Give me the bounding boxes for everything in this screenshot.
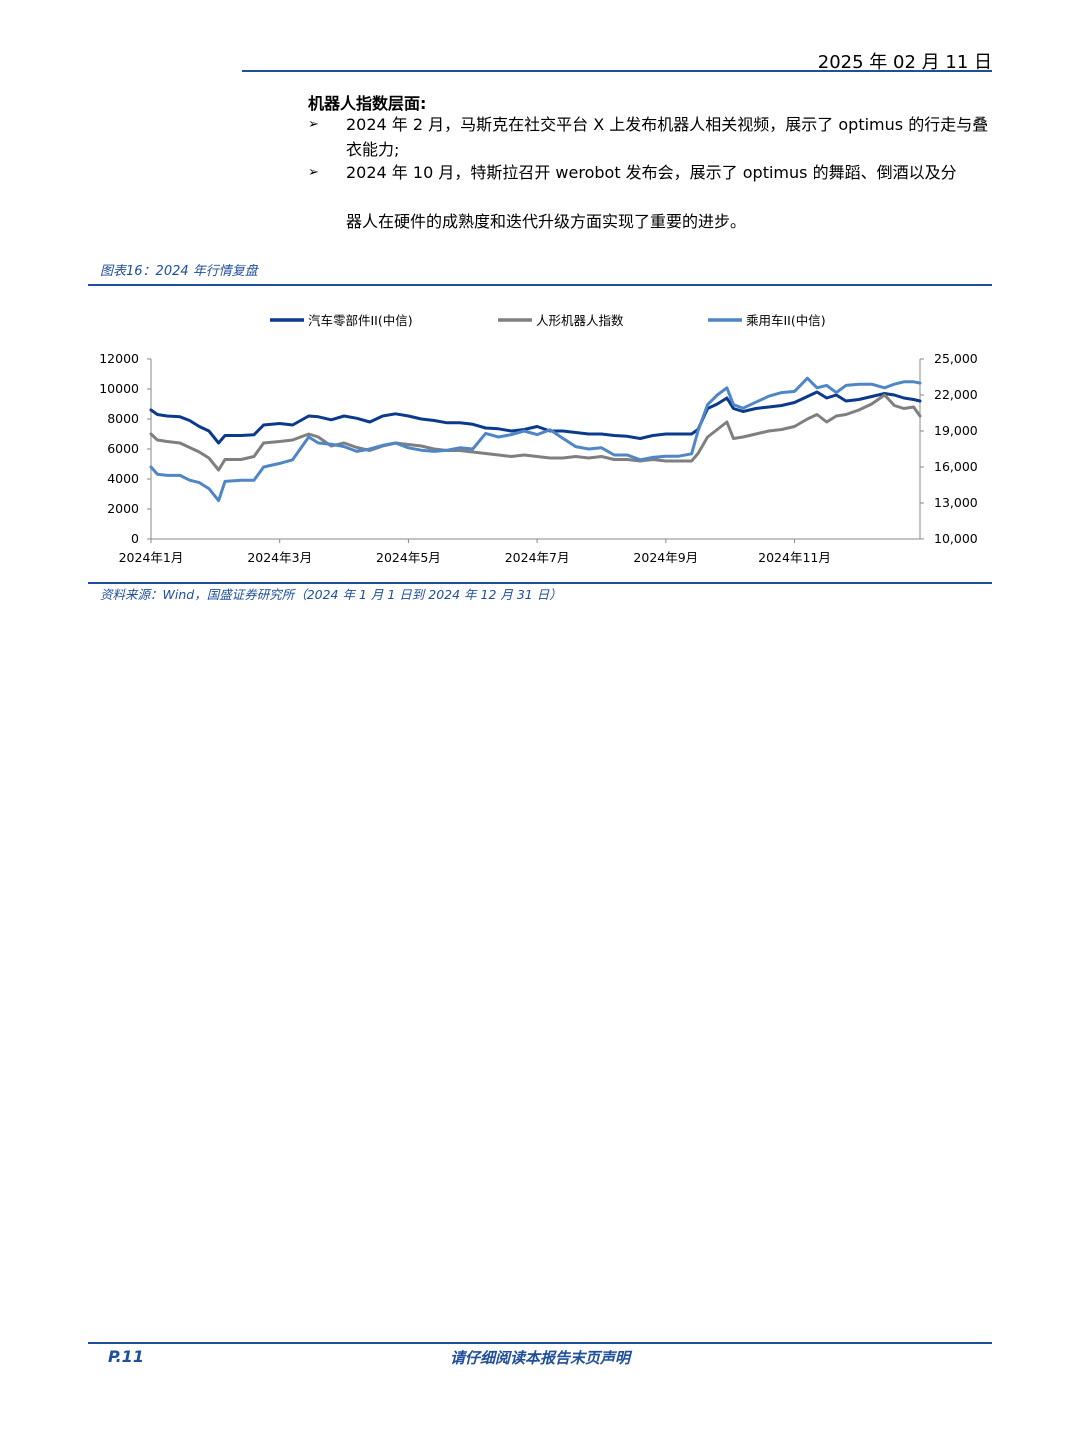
x-tick-label: 2024年7月 (505, 550, 570, 565)
continuation-line: 器人在硬件的成熟度和迭代升级方面实现了重要的进步。 (346, 212, 747, 231)
x-tick-label: 2024年9月 (633, 550, 698, 565)
figure-source: 资料来源：Wind，国盛证券研究所（2024 年 1 月 1 日到 2024 年… (100, 587, 562, 602)
chart-series (149, 376, 922, 503)
y-left-tick-label: 0 (131, 531, 139, 546)
header-rule (242, 70, 992, 72)
y-left-tick-label: 6000 (107, 441, 139, 456)
legend-label-1: 汽车零部件II(中信) (308, 313, 413, 328)
market-review-chart: 汽车零部件II(中信) 人形机器人指数 乘用车II(中信) 0 2000 4000 600… (99, 313, 978, 565)
x-tick-label: 2024年5月 (376, 550, 441, 565)
bullet-arrow-icon: ➢ (308, 165, 319, 180)
y-left-tick-label: 4000 (107, 471, 139, 486)
y-right-tick-label: 19,000 (934, 423, 978, 438)
section-title: 机器人指数层面: (308, 94, 427, 113)
page-number: P.11 (108, 1347, 144, 1366)
x-tick-label: 2024年1月 (119, 550, 184, 565)
bullet-text-1: 2024 年 2 月，马斯克在社交平台 X 上发布机器人相关视频，展示了 opt… (346, 115, 989, 159)
bullet-arrow-icon: ➢ (308, 117, 319, 132)
y-left-tick-label: 12000 (99, 351, 139, 366)
series-line-2 (149, 393, 922, 472)
legend-label-2: 人形机器人指数 (536, 313, 624, 328)
y-right-tick-label: 16,000 (934, 459, 978, 474)
bullet-item-2: ➢ 2024 年 10 月，特斯拉召开 werobot 发布会，展示了 opti… (308, 160, 992, 185)
x-tick-label: 2024年11月 (758, 550, 831, 565)
y-left-tick-label: 2000 (107, 501, 139, 516)
figure-title: 图表16：2024 年行情复盘 (100, 264, 258, 279)
footer-disclaimer: 请仔细阅读本报告末页声明 (449, 1349, 630, 1367)
chart-legend: 汽车零部件II(中信) 人形机器人指数 乘用车II(中信) (270, 313, 826, 328)
figure-bottom-rule (88, 582, 992, 584)
y-right-tick-label: 10,000 (934, 531, 978, 546)
chart-axes: 0 2000 4000 6000 8000 10000 12000 10,000 13,000 1… (99, 351, 978, 565)
footer-rule (88, 1342, 992, 1344)
y-right-tick-label: 13,000 (934, 495, 978, 510)
bullet-item-1: ➢ 2024 年 2 月，马斯克在社交平台 X 上发布机器人相关视频，展示了 o… (308, 112, 992, 162)
report-date: 2025 年 02 月 11 日 (817, 52, 992, 73)
legend-label-3: 乘用车II(中信) (746, 313, 826, 328)
figure-top-rule (88, 284, 992, 286)
y-left-tick-label: 10000 (99, 381, 139, 396)
y-right-tick-label: 22,000 (934, 387, 978, 402)
x-tick-label: 2024年3月 (247, 550, 312, 565)
bullet-text-2: 2024 年 10 月，特斯拉召开 werobot 发布会，展示了 optimu… (346, 163, 957, 182)
series-line-3 (149, 376, 922, 503)
y-left-tick-label: 8000 (107, 411, 139, 426)
y-right-tick-label: 25,000 (934, 351, 978, 366)
